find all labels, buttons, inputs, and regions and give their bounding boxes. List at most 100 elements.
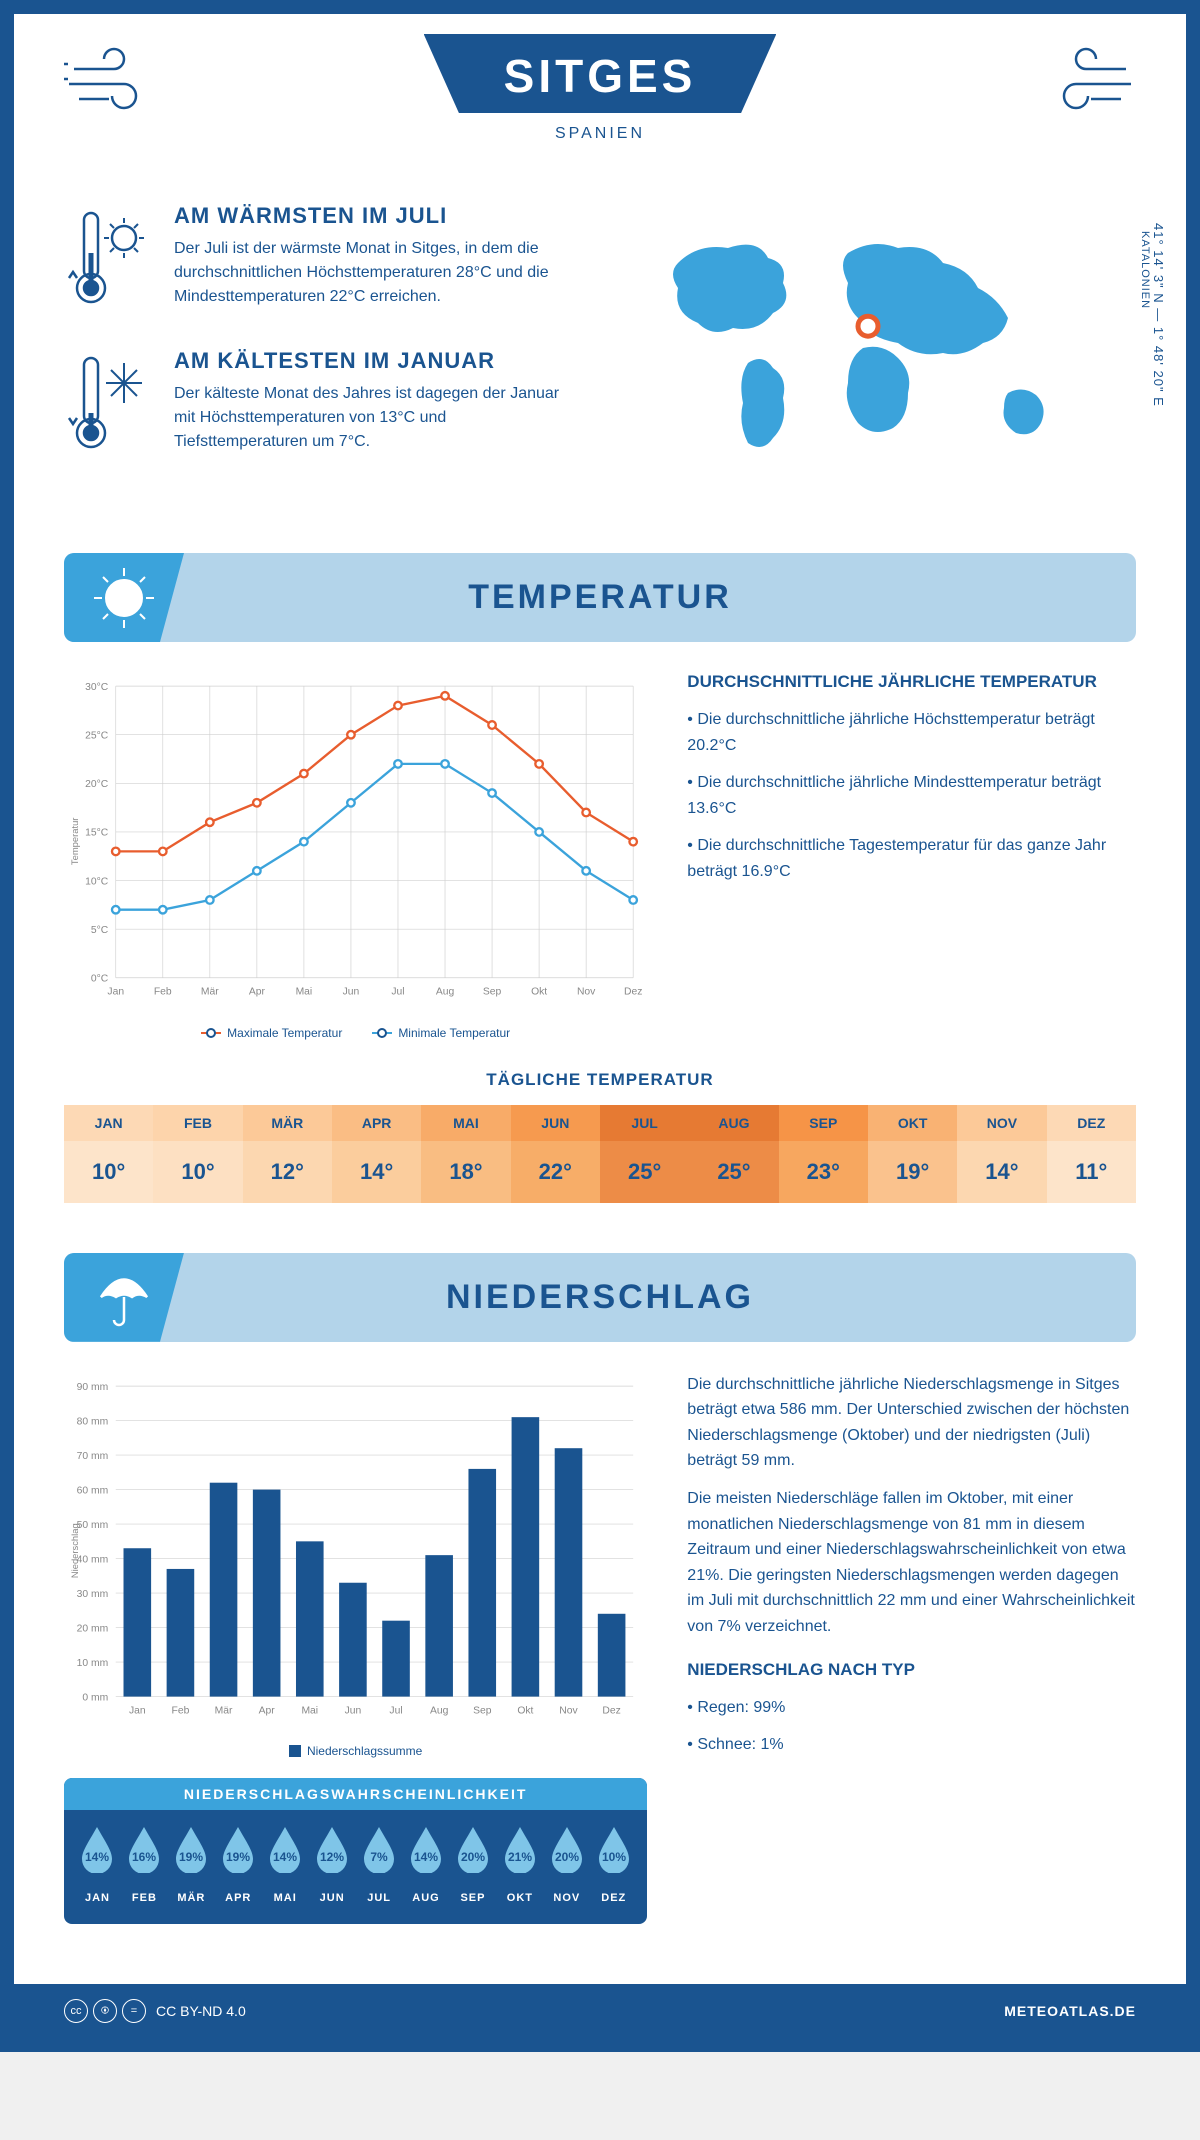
svg-text:Mai: Mai <box>301 1705 318 1716</box>
precip-drop-cell: 14%MAI <box>262 1825 309 1904</box>
precip-prob-title: NIEDERSCHLAGSWAHRSCHEINLICHKEIT <box>64 1778 647 1810</box>
daily-temp-cell: OKT19° <box>868 1105 957 1203</box>
svg-text:Apr: Apr <box>259 1705 276 1716</box>
temp-stat-item: • Die durchschnittliche Tagestemperatur … <box>687 833 1136 884</box>
svg-text:70 mm: 70 mm <box>77 1451 109 1462</box>
svg-text:16%: 16% <box>132 1850 156 1864</box>
daily-temp-cell: APR14° <box>332 1105 421 1203</box>
svg-text:5°C: 5°C <box>91 925 109 936</box>
svg-text:Jan: Jan <box>129 1705 146 1716</box>
daily-temp-cell: FEB10° <box>153 1105 242 1203</box>
temperature-title: TEMPERATUR <box>64 578 1136 617</box>
svg-text:Nov: Nov <box>577 987 596 998</box>
svg-text:Dez: Dez <box>602 1705 620 1716</box>
svg-text:19%: 19% <box>226 1850 250 1864</box>
svg-text:Feb: Feb <box>154 987 172 998</box>
temperature-section-header: TEMPERATUR <box>64 553 1136 642</box>
precip-type-item: • Regen: 99% <box>687 1695 1136 1721</box>
svg-text:Mär: Mär <box>215 1705 233 1716</box>
svg-text:Jun: Jun <box>343 987 360 998</box>
svg-text:7%: 7% <box>370 1850 388 1864</box>
svg-text:20%: 20% <box>555 1850 579 1864</box>
svg-text:Okt: Okt <box>517 1705 533 1716</box>
svg-text:25°C: 25°C <box>85 730 109 741</box>
wind-icon-left <box>64 44 154 119</box>
temp-stats-title: DURCHSCHNITTLICHE JÄHRLICHE TEMPERATUR <box>687 672 1136 692</box>
svg-text:30 mm: 30 mm <box>77 1589 109 1600</box>
daily-temp-cell: JUL25° <box>600 1105 689 1203</box>
intro-section: AM WÄRMSTEN IM JULI Der Juli ist der wär… <box>64 183 1136 533</box>
precip-drop-cell: 16%FEB <box>121 1825 168 1904</box>
site-name: METEOATLAS.DE <box>1004 2003 1136 2019</box>
svg-text:21%: 21% <box>508 1850 532 1864</box>
svg-text:Jul: Jul <box>391 987 404 998</box>
temperature-chart: 0°C5°C10°C15°C20°C25°C30°CJanFebMärAprMa… <box>64 672 647 1040</box>
svg-text:10 mm: 10 mm <box>77 1658 109 1669</box>
daily-temp-cell: MÄR12° <box>243 1105 332 1203</box>
thermometer-hot-icon <box>64 203 154 318</box>
svg-text:Dez: Dez <box>624 987 642 998</box>
svg-text:0°C: 0°C <box>91 974 109 985</box>
daily-temp-table: JAN10°FEB10°MÄR12°APR14°MAI18°JUN22°JUL2… <box>64 1105 1136 1203</box>
svg-text:14%: 14% <box>85 1850 109 1864</box>
precipitation-title: NIEDERSCHLAG <box>64 1278 1136 1317</box>
subtitle: SPANIEN <box>64 125 1136 143</box>
svg-text:60 mm: 60 mm <box>77 1485 109 1496</box>
precipitation-probability-box: NIEDERSCHLAGSWAHRSCHEINLICHKEIT 14%JAN16… <box>64 1778 647 1924</box>
precip-drop-cell: 14%AUG <box>403 1825 450 1904</box>
svg-text:Niederschlag: Niederschlag <box>69 1523 80 1578</box>
svg-text:Aug: Aug <box>430 1705 449 1716</box>
daily-temp-cell: SEP23° <box>779 1105 868 1203</box>
temp-stat-item: • Die durchschnittliche jährliche Mindes… <box>687 770 1136 821</box>
svg-text:Jan: Jan <box>107 987 124 998</box>
precip-drop-cell: 20%SEP <box>450 1825 497 1904</box>
precip-type-title: NIEDERSCHLAG NACH TYP <box>687 1660 1136 1680</box>
svg-text:Sep: Sep <box>483 987 502 998</box>
precipitation-section-header: NIEDERSCHLAG <box>64 1253 1136 1342</box>
temperature-stats: DURCHSCHNITTLICHE JÄHRLICHE TEMPERATUR •… <box>687 672 1136 1040</box>
thermometer-cold-icon <box>64 348 154 463</box>
svg-text:10%: 10% <box>602 1850 626 1864</box>
precip-text-1: Die durchschnittliche jährliche Niedersc… <box>687 1372 1136 1474</box>
coldest-title: AM KÄLTESTEN IM JANUAR <box>174 348 580 374</box>
precipitation-legend: Niederschlagssumme <box>64 1744 647 1758</box>
svg-text:30°C: 30°C <box>85 682 109 693</box>
svg-text:Okt: Okt <box>531 987 547 998</box>
svg-text:14%: 14% <box>414 1850 438 1864</box>
precip-drop-cell: 12%JUN <box>309 1825 356 1904</box>
svg-text:20 mm: 20 mm <box>77 1623 109 1634</box>
precip-type-item: • Schnee: 1% <box>687 1732 1136 1758</box>
precipitation-stats: Die durchschnittliche jährliche Niedersc… <box>687 1372 1136 1925</box>
svg-text:Feb: Feb <box>172 1705 190 1716</box>
precip-drop-cell: 7%JUL <box>356 1825 403 1904</box>
daily-temp-cell: DEZ11° <box>1047 1105 1136 1203</box>
svg-text:Temperatur: Temperatur <box>69 818 80 866</box>
daily-temp-cell: JAN10° <box>64 1105 153 1203</box>
svg-text:Nov: Nov <box>559 1705 578 1716</box>
precip-drop-cell: 14%JAN <box>74 1825 121 1904</box>
license-text: CC BY-ND 4.0 <box>156 2003 246 2019</box>
temp-stat-item: • Die durchschnittliche jährliche Höchst… <box>687 707 1136 758</box>
coordinates: 41° 14' 3" N — 1° 48' 20" E KATALONIEN <box>1139 223 1166 407</box>
precip-drop-cell: 10%DEZ <box>590 1825 637 1904</box>
daily-temp-title: TÄGLICHE TEMPERATUR <box>64 1070 1136 1090</box>
world-map: 41° 14' 3" N — 1° 48' 20" E KATALONIEN <box>620 203 1136 488</box>
sun-icon <box>64 553 184 642</box>
precip-drop-cell: 19%APR <box>215 1825 262 1904</box>
precip-text-2: Die meisten Niederschläge fallen im Okto… <box>687 1486 1136 1640</box>
wind-icon-right <box>1046 44 1136 119</box>
warmest-block: AM WÄRMSTEN IM JULI Der Juli ist der wär… <box>64 203 580 318</box>
svg-text:0 mm: 0 mm <box>82 1692 108 1703</box>
svg-text:14%: 14% <box>273 1850 297 1864</box>
precipitation-chart: 0 mm10 mm20 mm30 mm40 mm50 mm60 mm70 mm8… <box>64 1372 647 1925</box>
svg-text:19%: 19% <box>179 1850 203 1864</box>
umbrella-icon <box>64 1253 184 1342</box>
svg-text:40 mm: 40 mm <box>77 1554 109 1565</box>
svg-text:15°C: 15°C <box>85 828 109 839</box>
svg-text:50 mm: 50 mm <box>77 1520 109 1531</box>
daily-temp-cell: MAI18° <box>421 1105 510 1203</box>
title-banner: SITGES <box>424 34 777 113</box>
svg-text:Jul: Jul <box>389 1705 402 1716</box>
daily-temp-cell: JUN22° <box>511 1105 600 1203</box>
svg-text:90 mm: 90 mm <box>77 1382 109 1393</box>
